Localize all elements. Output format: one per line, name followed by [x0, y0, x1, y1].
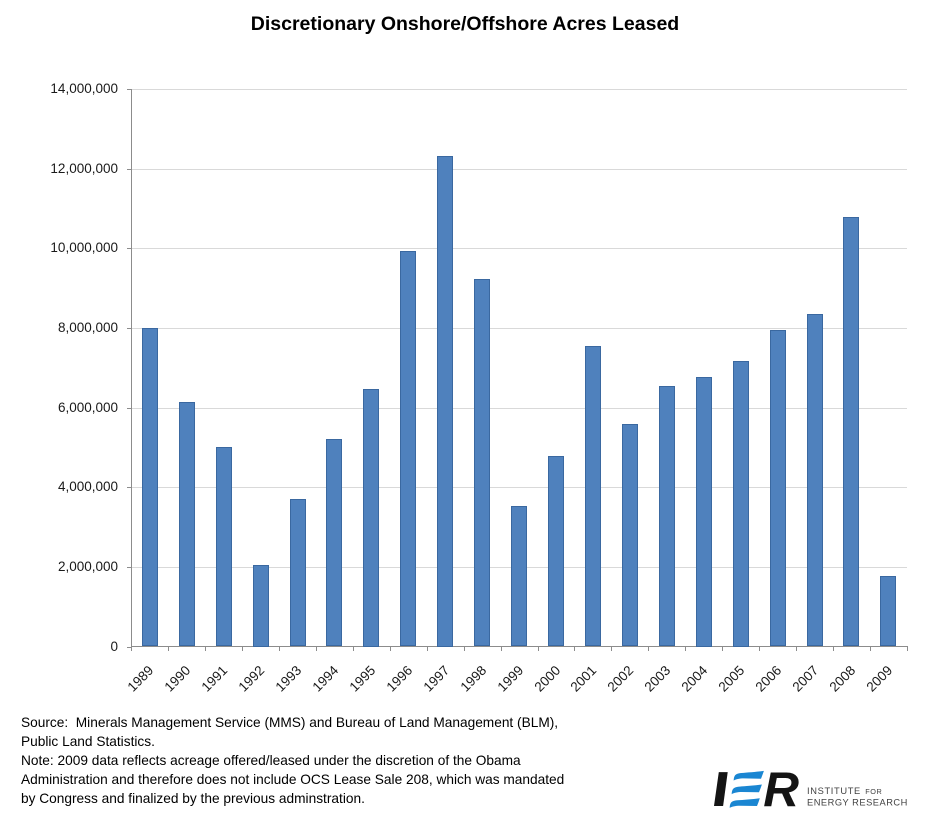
svg-text:INSTITUTE: INSTITUTE	[807, 786, 861, 796]
svg-text:FOR: FOR	[865, 787, 882, 796]
svg-text:ENERGY RESEARCH: ENERGY RESEARCH	[807, 798, 908, 808]
svg-text:R: R	[763, 762, 799, 817]
